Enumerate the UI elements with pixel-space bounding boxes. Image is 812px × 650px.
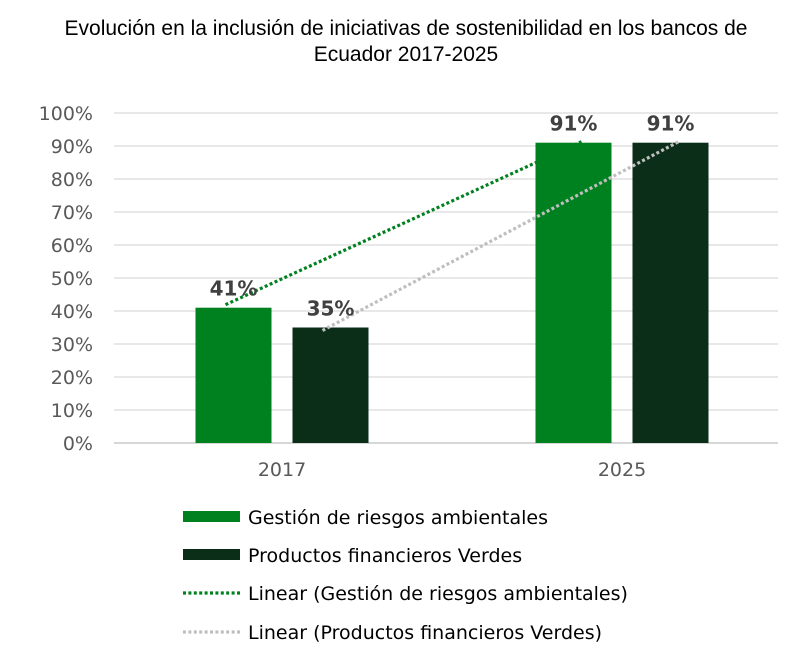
y-tick-label: 30%: [51, 334, 93, 356]
y-tick-label: 80%: [51, 169, 93, 191]
data-label: 91%: [550, 112, 598, 136]
y-tick-label: 50%: [51, 268, 93, 290]
trendline-productos: [321, 140, 680, 332]
legend-linear-gestion-label: Linear (Gestión de riesgos ambientales): [248, 583, 628, 605]
x-category-label: 2025: [598, 459, 646, 481]
legend-productos-swatch: [183, 549, 240, 560]
y-tick-label: 40%: [51, 301, 93, 323]
chart-title: Evolución en la inclusión de iniciativas…: [0, 16, 812, 68]
bars: [195, 142, 709, 443]
bar-gestion-2025: [535, 142, 612, 443]
data-label: 35%: [307, 297, 355, 321]
chart-title-line-2: Ecuador 2017-2025: [313, 43, 499, 66]
legend: Gestión de riesgos ambientales Productos …: [183, 507, 628, 644]
y-axis-ticks: 0% 10% 20% 30% 40% 50% 60% 70% 80% 90% 100%: [39, 103, 93, 455]
trendlines: [224, 140, 680, 332]
legend-gestion-swatch: [183, 511, 240, 522]
legend-productos-label: Productos financieros Verdes: [248, 545, 522, 567]
y-tick-label: 90%: [51, 136, 93, 158]
data-labels: 41% 91% 35% 91%: [210, 112, 695, 321]
legend-gestion-label: Gestión de riesgos ambientales: [248, 507, 548, 529]
y-tick-label: 60%: [51, 235, 93, 257]
bar-productos-2017: [292, 327, 369, 443]
data-label: 91%: [647, 112, 695, 136]
trendline-gestion: [224, 140, 583, 307]
bar-productos-2025: [632, 142, 709, 443]
legend-linear-productos-label: Linear (Productos financieros Verdes): [248, 622, 602, 644]
y-tick-label: 0%: [63, 433, 93, 455]
data-label: 41%: [210, 277, 258, 301]
bar-gestion-2017: [195, 307, 272, 443]
x-category-label: 2017: [258, 459, 306, 481]
x-axis-categories: 2017 2025: [258, 459, 646, 481]
chart-title-line-1: Evolución en la inclusión de iniciativas…: [64, 17, 748, 40]
y-tick-label: 100%: [39, 103, 93, 125]
y-tick-label: 20%: [51, 367, 93, 389]
y-tick-label: 70%: [51, 202, 93, 224]
y-tick-label: 10%: [51, 400, 93, 422]
